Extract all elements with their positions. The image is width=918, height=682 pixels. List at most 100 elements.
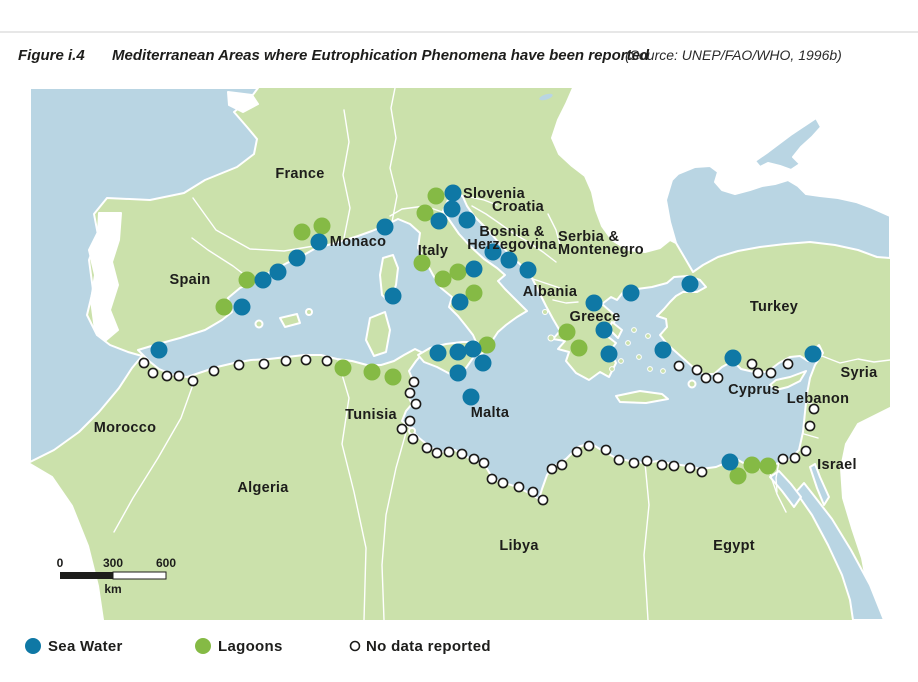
sea-water-site-dot	[721, 453, 739, 471]
border-algeria-tunisia	[337, 360, 367, 620]
lagoon-site-dot	[427, 187, 445, 205]
lagoon-site-dot	[334, 359, 352, 377]
no-data-site-dot	[187, 375, 199, 387]
country-label-albania: Albania	[523, 284, 578, 300]
sardinia-island	[365, 311, 391, 357]
no-data-site-dot	[613, 454, 625, 466]
no-data-site-dot	[258, 358, 270, 370]
country-label-italy: Italy	[418, 243, 449, 259]
out-of-scope-uk	[227, 91, 259, 113]
sea-water-site-dot	[681, 275, 699, 293]
no-data-site-dot	[752, 367, 764, 379]
no-data-site-dot	[486, 473, 498, 485]
lagoon-site-dot	[743, 456, 761, 474]
no-data-legend-label: No data reported	[366, 638, 491, 655]
sea-water-site-dot	[269, 263, 287, 281]
no-data-site-dot	[804, 420, 816, 432]
river-po	[389, 205, 449, 217]
no-data-site-dot	[777, 453, 789, 465]
gulf-of-aqaba	[809, 463, 830, 506]
scale-unit-label: km	[104, 582, 121, 596]
lagoon-site-dot	[293, 223, 311, 241]
sea-water-site-dot	[500, 251, 518, 269]
lagoon-site-dot	[558, 323, 576, 341]
lake-balaton	[539, 93, 553, 101]
no-data-site-dot	[478, 457, 490, 469]
sea-water-site-dot	[384, 287, 402, 305]
no-data-legend-dot-icon	[349, 640, 361, 652]
no-data-site-dot	[468, 453, 480, 465]
out-of-scope-southwest	[30, 463, 104, 620]
no-data-site-dot	[173, 370, 185, 382]
country-label-lebanon: Lebanon	[787, 391, 850, 407]
country-label-tunisia: Tunisia	[345, 407, 397, 423]
no-data-site-dot	[408, 376, 420, 388]
legend: Sea Water Lagoons No data reported	[25, 638, 491, 655]
black-sea	[665, 165, 890, 273]
no-data-site-dot	[583, 440, 595, 452]
no-data-site-dot	[546, 463, 558, 475]
sea-water-site-dot	[465, 260, 483, 278]
no-data-site-dot	[321, 355, 333, 367]
lagoons-legend-dot-icon	[195, 638, 211, 654]
cyprus-island	[769, 370, 807, 391]
lagoon-site-dot	[449, 263, 467, 281]
country-label-slovenia: Slovenia	[463, 186, 526, 202]
lagoon-site-dot	[238, 271, 256, 289]
no-data-sites-layer	[138, 354, 820, 506]
no-data-site-dot	[404, 415, 416, 427]
border-israel-egypt	[767, 467, 787, 513]
sea-water-site-dot	[484, 243, 502, 261]
sea-water-sites-layer	[150, 184, 822, 471]
menorca-island	[305, 308, 313, 316]
no-data-site-dot	[233, 359, 245, 371]
figure-title-text: Mediterranean Areas where Eutrophication…	[112, 47, 650, 64]
lagoon-site-dot	[434, 270, 452, 288]
no-data-site-dot	[404, 387, 416, 399]
no-data-site-dot	[673, 360, 685, 372]
sea-water-site-dot	[254, 271, 272, 289]
sea-water-legend-label: Sea Water	[48, 638, 123, 655]
country-label-libya: Libya	[499, 538, 539, 554]
figure-title: Figure i.4 Mediterranean Areas where Eut…	[18, 47, 842, 64]
gulf-of-suez	[769, 470, 802, 508]
no-data-site-dot	[789, 452, 801, 464]
lagoon-site-dot	[363, 363, 381, 381]
no-data-site-dot	[641, 455, 653, 467]
sea-water-site-dot	[474, 354, 492, 372]
no-data-site-dot	[696, 466, 708, 478]
scale-bar-solid-segment	[60, 572, 113, 579]
no-data-site-dot	[421, 442, 433, 454]
sea-water-site-dot	[310, 233, 328, 251]
no-data-site-dot	[443, 446, 455, 458]
country-borders	[113, 88, 890, 620]
country-label-syria: Syria	[841, 365, 879, 381]
no-data-site-dot	[537, 494, 549, 506]
scale-tick-300: 300	[103, 556, 123, 570]
no-data-site-dot	[600, 444, 612, 456]
no-data-site-dot	[396, 423, 408, 435]
sea-water-site-dot	[462, 388, 480, 406]
scale-tick-600: 600	[156, 556, 176, 570]
scale-tick-0: 0	[57, 556, 64, 570]
country-label-france: France	[275, 166, 324, 182]
ibiza-island	[254, 319, 264, 329]
no-data-site-dot	[513, 481, 525, 493]
sea-water-site-dot	[443, 200, 461, 218]
lagoon-site-dot	[416, 204, 434, 222]
border-libya-egypt	[643, 462, 650, 620]
figure-label: Figure i.4	[18, 47, 85, 64]
no-data-site-dot	[161, 370, 173, 382]
rhodes-island	[687, 379, 697, 389]
lagoon-sites-layer	[215, 187, 777, 485]
suez-canal	[775, 461, 780, 493]
sea-water-site-dot	[430, 212, 448, 230]
no-data-site-dot	[431, 447, 443, 459]
no-data-site-dot	[628, 457, 640, 469]
lagoon-site-dot	[215, 298, 233, 316]
sea-water-site-dot	[464, 340, 482, 358]
sea-water-site-dot	[458, 211, 476, 229]
country-label-turkey: Turkey	[750, 299, 798, 315]
